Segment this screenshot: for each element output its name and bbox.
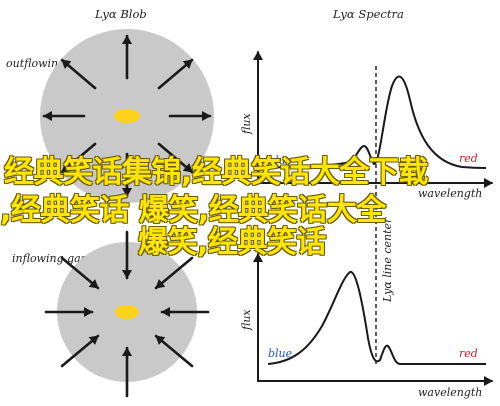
bottom-spectrum-axes — [253, 253, 493, 386]
inflow-blob-core — [115, 305, 139, 319]
outflow-arrow-up-left — [60, 58, 97, 90]
outflow-arrow-down-right — [157, 142, 194, 174]
bottom-x-axis-label: wavelength — [418, 386, 482, 399]
inflow-arrow-from-bottom-right — [154, 334, 194, 368]
inflow-arrow-from-bottom-left — [60, 334, 100, 368]
inflowing-gas-label: inflowing gas — [12, 252, 87, 265]
inflow-arrow-from-top-left — [60, 256, 100, 290]
line-center-label: Lyα line center — [381, 217, 394, 303]
right-top-title: Lyα Spectra — [332, 7, 404, 21]
bottom-blue-label: blue — [268, 347, 293, 360]
top-spectrum-curve — [267, 75, 487, 169]
bottom-spectrum-curve — [267, 271, 487, 366]
inflow-arrow-from-top-right — [154, 256, 194, 290]
top-x-axis-label: wavelength — [418, 187, 482, 200]
bottom-y-axis-label: flux — [240, 309, 253, 331]
outflow-blob-core — [114, 109, 140, 123]
inflow-arrows — [44, 230, 210, 398]
outflow-arrow-up-right — [157, 58, 194, 90]
top-spectrum-axes — [253, 51, 493, 188]
top-y-axis-label: flux — [240, 113, 253, 135]
left-top-title: Lyα Blob — [94, 7, 147, 21]
top-red-label: red — [459, 152, 478, 165]
top-blue-label: blue — [268, 154, 293, 167]
bottom-red-label: red — [459, 347, 478, 360]
outflow-arrow-down-left — [60, 142, 97, 174]
outflow-arrows — [42, 34, 212, 198]
